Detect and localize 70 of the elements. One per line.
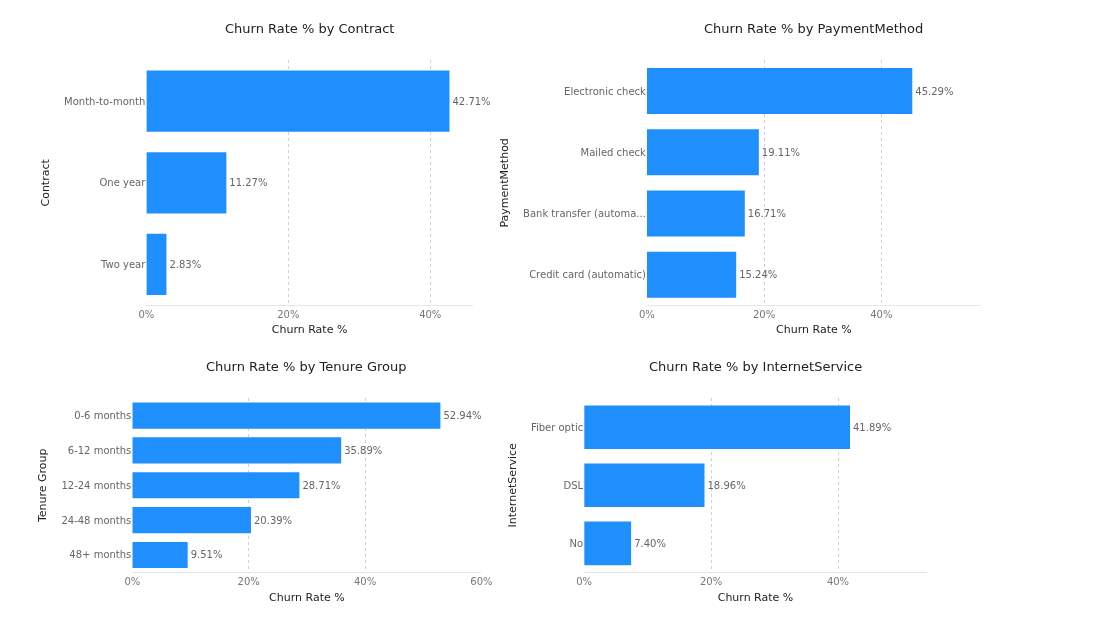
y-tick-label: DSL xyxy=(563,479,584,491)
chart-title: Churn Rate % by InternetService xyxy=(649,359,863,374)
data-label: 2.83% xyxy=(169,258,202,270)
y-tick-label: 12-24 months xyxy=(61,479,132,491)
chart-title: Churn Rate % by Tenure Group xyxy=(206,359,407,374)
x-axis-title: Churn Rate % xyxy=(776,323,852,337)
bar xyxy=(132,541,188,569)
bar xyxy=(132,437,342,464)
x-tick-label: 0% xyxy=(124,576,141,588)
bar xyxy=(584,463,705,508)
y-axis-title: PaymentMethod xyxy=(497,138,511,228)
y-axis-title: Tenure Group xyxy=(36,448,50,524)
x-tick-label: 40% xyxy=(870,309,893,321)
chart-title: Churn Rate % by Contract xyxy=(225,21,395,36)
data-label: 42.71% xyxy=(452,95,491,107)
bar xyxy=(132,472,300,499)
data-label: 20.39% xyxy=(253,514,293,526)
x-tick-label: 0% xyxy=(138,309,155,321)
x-tick-label: 40% xyxy=(353,576,377,588)
bar xyxy=(646,190,745,237)
data-label: 41.89% xyxy=(853,421,892,433)
bar xyxy=(584,405,850,449)
y-tick-label: 24-48 months xyxy=(61,514,132,526)
y-tick-label: 6-12 months xyxy=(67,444,132,456)
y-tick-label: Bank transfer (automa... xyxy=(523,207,646,219)
data-label: 28.71% xyxy=(302,479,341,491)
y-tick-label: Electronic check xyxy=(564,85,647,97)
data-label: 9.51% xyxy=(190,549,223,561)
data-label: 7.40% xyxy=(634,537,666,549)
data-label: 45.29% xyxy=(915,85,954,97)
y-tick-label: No xyxy=(569,537,584,549)
y-tick-label: Mailed check xyxy=(580,146,647,158)
x-tick-label: 40% xyxy=(826,576,850,588)
chart-title: Churn Rate % by PaymentMethod xyxy=(704,21,924,36)
bar xyxy=(146,152,227,214)
data-label: 52.94% xyxy=(443,410,482,422)
x-tick-label: 20% xyxy=(237,576,260,588)
x-axis-title: Churn Rate % xyxy=(269,590,345,604)
data-label: 18.96% xyxy=(707,479,746,491)
x-tick-label: 40% xyxy=(419,309,442,321)
y-axis-title: InternetService xyxy=(505,442,519,528)
bar xyxy=(146,70,450,132)
y-tick-label: Two year xyxy=(100,258,147,270)
y-tick-label: Fiber optic xyxy=(530,421,584,433)
x-tick-label: 0% xyxy=(638,309,655,321)
y-tick-label: Credit card (automatic) xyxy=(529,269,646,281)
x-axis-title: Churn Rate % xyxy=(717,590,794,604)
bar xyxy=(646,251,737,298)
x-tick-label: 60% xyxy=(470,576,493,588)
bar xyxy=(646,68,913,114)
data-label: 16.71% xyxy=(747,207,786,219)
y-tick-label: Month-to-month xyxy=(64,95,146,107)
data-label: 35.89% xyxy=(344,444,383,456)
bar xyxy=(146,233,167,296)
x-axis-title: Churn Rate % xyxy=(271,323,348,337)
bar xyxy=(132,402,441,429)
data-label: 15.24% xyxy=(739,269,778,281)
x-tick-label: 0% xyxy=(576,576,593,588)
bar xyxy=(584,521,632,566)
y-tick-label: 0-6 months xyxy=(74,410,132,422)
x-tick-label: 20% xyxy=(752,309,776,321)
bar xyxy=(132,507,251,534)
x-tick-label: 20% xyxy=(277,309,300,321)
y-tick-label: 48+ months xyxy=(69,549,132,561)
bar xyxy=(646,129,759,176)
data-label: 11.27% xyxy=(229,177,268,189)
data-label: 19.11% xyxy=(761,146,800,158)
y-tick-label: One year xyxy=(99,177,147,189)
y-axis-title: Contract xyxy=(38,158,52,207)
x-tick-label: 20% xyxy=(699,576,723,588)
